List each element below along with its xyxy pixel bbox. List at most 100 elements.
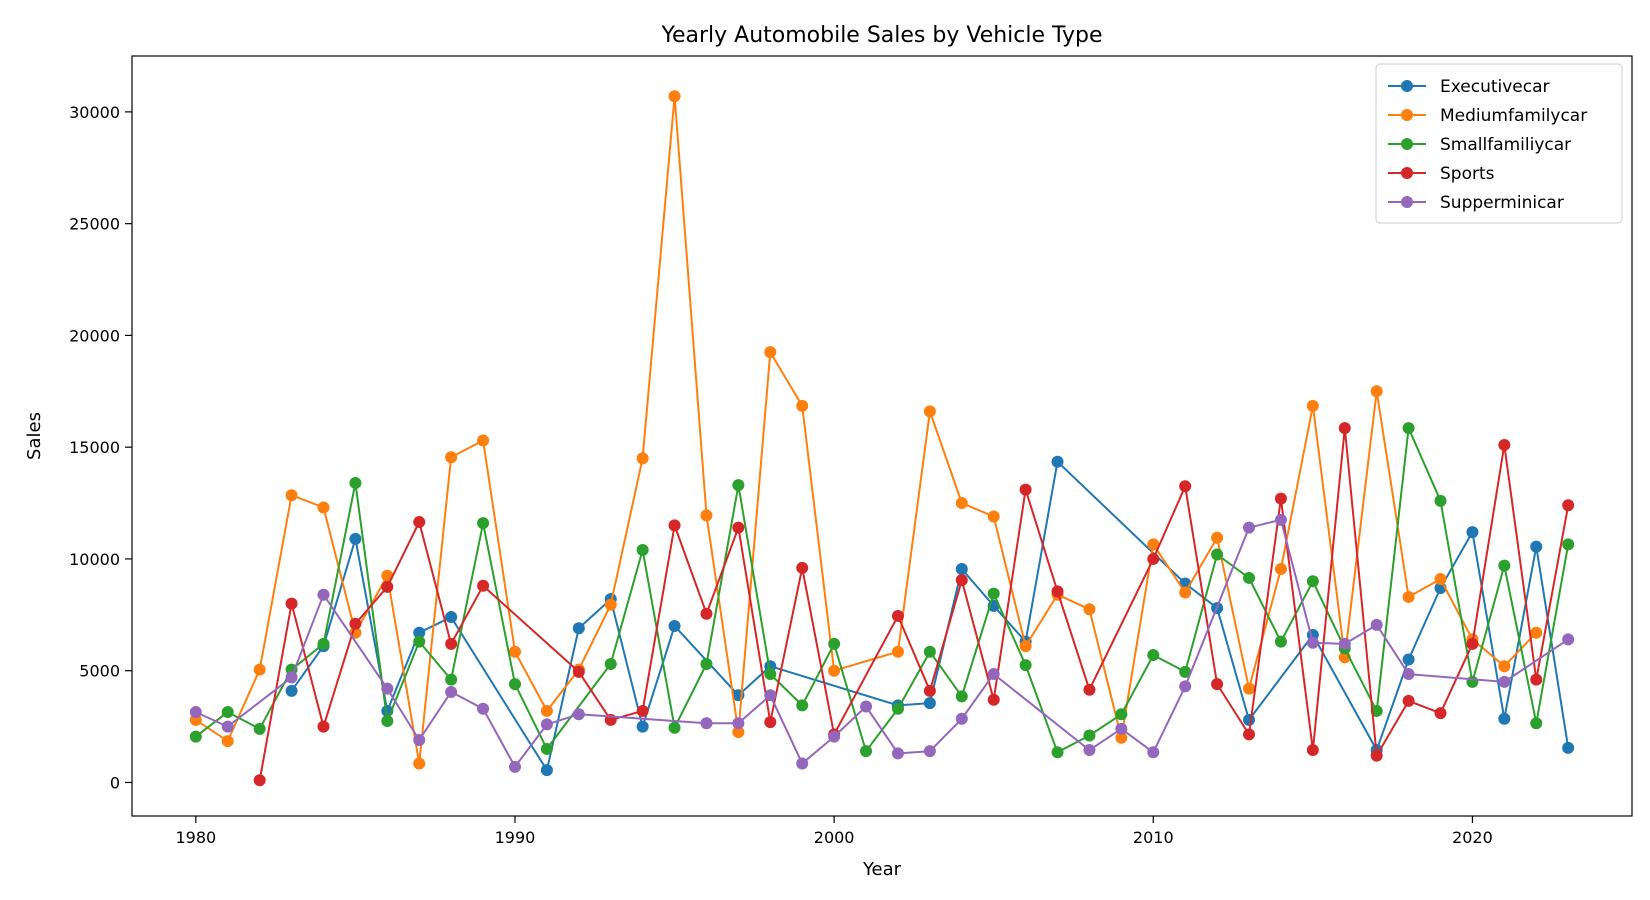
plot-area [189, 90, 1575, 787]
data-point [1402, 668, 1415, 681]
data-point [1274, 492, 1287, 505]
data-point [540, 742, 553, 755]
data-point [1466, 526, 1479, 539]
data-point [764, 346, 777, 359]
data-point [445, 451, 458, 464]
data-point [955, 712, 968, 725]
x-axis: 1980 1990 2000 2010 2020 [175, 816, 1493, 847]
data-point [1179, 680, 1192, 693]
data-point [1147, 552, 1160, 565]
data-point [1530, 626, 1543, 639]
data-point [604, 598, 617, 611]
data-point [987, 668, 1000, 681]
legend-swatch-marker [1401, 138, 1413, 150]
data-point [923, 405, 936, 418]
series-sports [253, 422, 1575, 787]
data-point [828, 664, 841, 677]
data-point [828, 730, 841, 743]
data-point [413, 516, 426, 529]
data-point [1402, 590, 1415, 603]
x-tick-label: 1980 [175, 828, 216, 847]
data-point [381, 715, 394, 727]
legend-item: Supperminicar [1388, 193, 1564, 213]
data-point [317, 720, 330, 733]
data-point [221, 735, 234, 748]
data-point [891, 702, 904, 715]
data-point [1370, 385, 1383, 398]
legend-item: Sports [1388, 164, 1495, 184]
data-point [1370, 704, 1383, 717]
data-point [764, 716, 777, 729]
data-point [413, 734, 426, 746]
data-point [1083, 729, 1096, 742]
data-point [508, 678, 521, 691]
data-point [1498, 660, 1511, 673]
data-point [891, 747, 904, 760]
data-point [572, 622, 585, 635]
data-point [1306, 636, 1319, 649]
data-point [700, 607, 713, 620]
data-point [349, 476, 362, 489]
plot-frame [131, 55, 1633, 817]
data-point [445, 673, 458, 686]
data-point [1147, 538, 1160, 551]
y-tick-label: 15000 [69, 438, 120, 457]
data-point [1179, 480, 1192, 493]
data-point [477, 517, 490, 530]
data-point [1083, 603, 1096, 616]
data-point [636, 704, 649, 717]
data-point [796, 399, 809, 412]
data-point [253, 774, 266, 787]
data-point [317, 501, 330, 514]
data-point [540, 764, 553, 777]
data-point [1562, 538, 1575, 551]
data-point [285, 489, 298, 502]
data-point [477, 434, 490, 447]
legend-box [1375, 63, 1623, 224]
data-point [381, 682, 394, 695]
y-tick-label: 30000 [69, 103, 120, 122]
data-point [796, 757, 809, 770]
data-point [413, 635, 426, 648]
data-point [668, 519, 681, 532]
legend-label: Executivecar [1440, 77, 1550, 97]
data-point [955, 690, 968, 703]
data-point [1019, 483, 1032, 496]
data-point [317, 637, 330, 650]
data-point [636, 452, 649, 465]
data-point [221, 720, 234, 733]
data-point [540, 718, 553, 731]
legend-swatch-marker [1401, 167, 1413, 179]
data-point [189, 730, 202, 743]
data-point [221, 706, 234, 719]
y-axis-label: Sales [24, 412, 45, 460]
data-point [1370, 749, 1383, 762]
data-point [955, 574, 968, 587]
data-point [317, 588, 330, 601]
data-point [477, 579, 490, 592]
data-point [1179, 665, 1192, 678]
data-point [1530, 673, 1543, 686]
data-point [1243, 728, 1256, 741]
data-point [1051, 585, 1064, 598]
data-point [285, 597, 298, 610]
data-point [1562, 633, 1575, 646]
data-point [923, 645, 936, 658]
data-point [732, 479, 745, 492]
x-tick-label: 1990 [495, 828, 536, 847]
data-point [477, 702, 490, 715]
legend-item: Executivecar [1388, 77, 1550, 97]
x-axis-label: Year [862, 859, 902, 880]
x-tick-label: 2000 [814, 828, 855, 847]
data-point [987, 587, 1000, 600]
data-point [1402, 694, 1415, 707]
legend-item: Mediumfamilycar [1388, 106, 1587, 126]
x-tick-label: 2020 [1452, 828, 1493, 847]
y-tick-label: 5000 [79, 662, 120, 681]
data-point [1530, 540, 1543, 553]
data-point [381, 580, 394, 593]
x-tick-label: 2010 [1133, 828, 1174, 847]
data-point [668, 721, 681, 734]
y-tick-label: 25000 [69, 215, 120, 234]
data-point [253, 663, 266, 676]
